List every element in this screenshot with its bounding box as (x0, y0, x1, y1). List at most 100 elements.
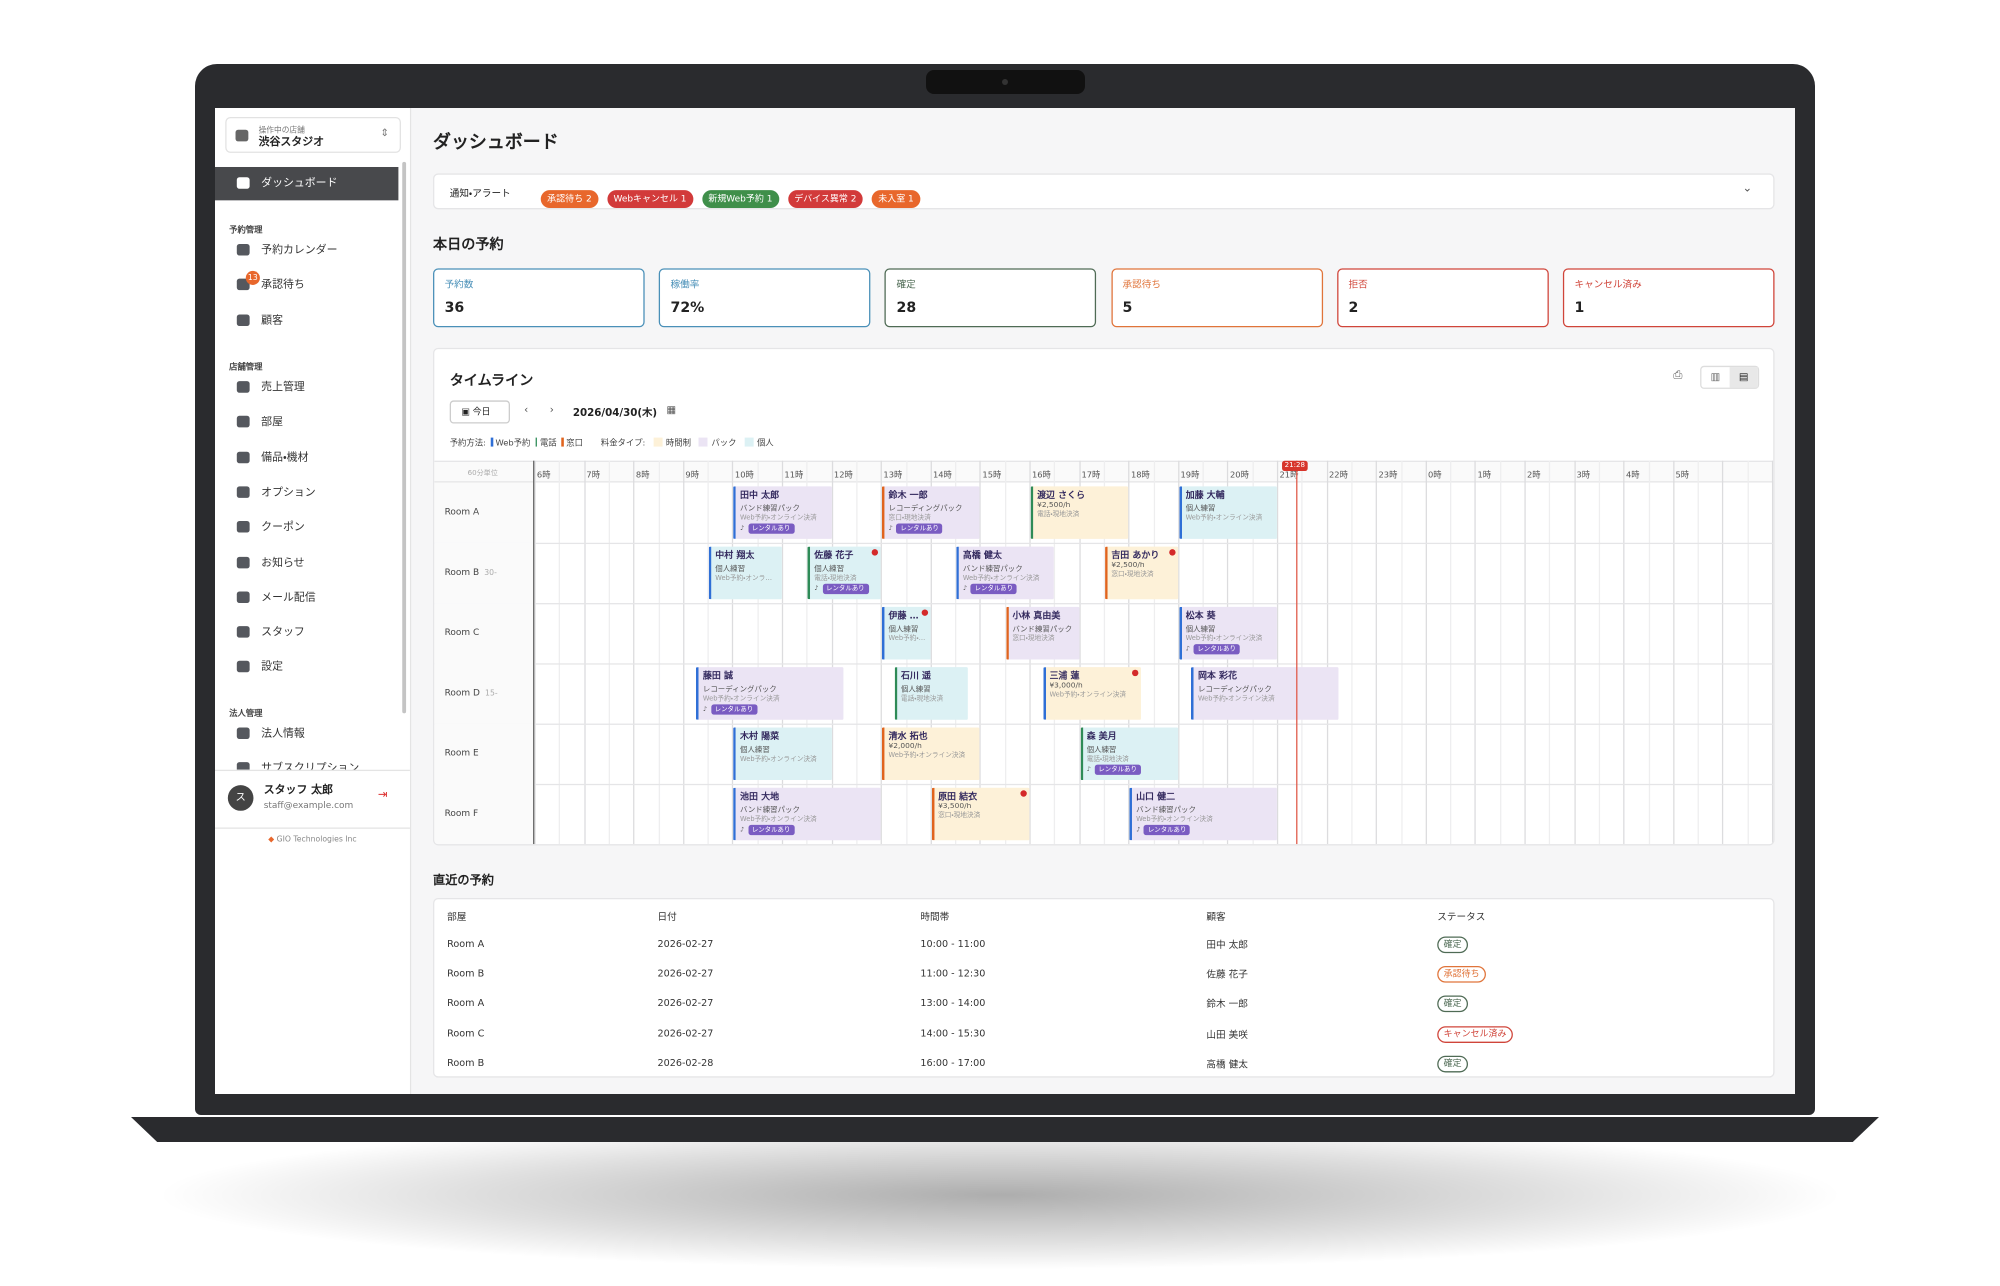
grid-line (1301, 460, 1303, 845)
nav-item[interactable]: 予約カレンダー (215, 236, 398, 264)
hour-label: 12時 (833, 469, 853, 480)
nav-list: 予約管理 予約カレンダー 承認待ち 13 顧客 店舗管理 売上管理 部屋 備品・機材 オプションク… (215, 108, 398, 770)
nav-item[interactable]: 法人情報 (215, 720, 398, 748)
nav-item[interactable]: 設定 (215, 654, 398, 682)
nav-active[interactable]: ダッシュボード (215, 166, 399, 201)
row-line (434, 663, 1774, 665)
nav-item[interactable]: お知らせ (215, 549, 398, 577)
booking-type: 個人練習 (1185, 626, 1216, 634)
next-button[interactable]: › (549, 404, 554, 416)
store-selector[interactable]: 操作中の店舗 渋谷スタジオ ⇕ (225, 116, 401, 153)
nav-item[interactable]: メール配信 (215, 584, 398, 612)
grid-line (1499, 460, 1501, 845)
booking[interactable]: 吉田 あかり ¥2,500/h 窓口・現地決済 (1104, 546, 1178, 600)
booking[interactable]: 石川 遥個人練習 電話・現地決済 (894, 667, 968, 720)
stat-card: 稼働率 72% (658, 268, 871, 328)
table-cell: 高橋 健太 (1206, 1058, 1248, 1070)
booking[interactable]: 山口 健二 バンド練習パック Web予約・オンライン決済 ♪ レンタルあり (1129, 787, 1277, 841)
legend-title: 予約方法: (449, 437, 486, 448)
booking[interactable]: 鈴木 一郎 レコーディングパック 窓口・現地決済 ♪ レンタルあり (882, 486, 980, 539)
avatar: ス (227, 785, 254, 811)
booking[interactable]: 木村 陽菜 個人練習 Web予約・オンライン決済 (733, 727, 832, 781)
grid-line (1623, 460, 1625, 845)
mic-icon: ♪ (1086, 765, 1091, 774)
booking-sub: Web予約・オンライン決済 (1185, 635, 1263, 643)
alert-chip[interactable]: Webキャンセル 1 (607, 190, 693, 209)
booking-sub: 窓口・現地決済 (888, 514, 931, 523)
grid-line (757, 460, 759, 845)
rental-row: ♪ レンタルあり (703, 703, 840, 715)
alert-chip[interactable]: 未入室 1 (871, 190, 921, 209)
logout-button[interactable]: ⇥ (377, 789, 388, 802)
booking[interactable]: 田中 太郎 バンド練習パック Web予約・オンライン決済 ♪ レンタルあり (733, 486, 832, 539)
booking-name: 松本 葵 (1185, 610, 1216, 621)
nav-item[interactable]: サブスクリプション (215, 755, 398, 770)
booking[interactable]: 三浦 蓮 ¥3,000/h Web予約・オンライン決済 (1043, 667, 1141, 720)
list-view[interactable]: ▤ (1729, 367, 1758, 388)
booking[interactable]: 清水 拓也 ¥2,000/h Web予約・オンライン決済 (882, 727, 980, 781)
nav-item[interactable]: 顧客 (215, 306, 398, 334)
chip-text: 承認待ち (547, 193, 584, 205)
stat-value: 1 (1574, 299, 1585, 316)
booking-type: バンド練習パック (1136, 806, 1196, 815)
alerts-label: 通知・アラート (449, 187, 511, 200)
mic-icon: ♪ (740, 524, 745, 533)
column-view[interactable]: ▥ (1710, 370, 1721, 383)
nav-item[interactable]: オプション (215, 479, 398, 507)
user-email: staff@example.com (263, 800, 354, 811)
alert-chip[interactable]: デバイス異常 2 (787, 190, 863, 209)
booking[interactable]: 原田 結衣 ¥3,500/h 窓口・現地決済 (931, 787, 1030, 841)
laptop-shadow (150, 1120, 1850, 1270)
nav-item[interactable]: 備品・機材 (215, 443, 398, 471)
stat-label: 確定 (896, 278, 916, 291)
legend: 予約方法: Web予約 電話 窓口 料金タイプ: 時間制 パック 個人 (450, 435, 774, 448)
nav-label: クーポン (261, 521, 305, 535)
booking[interactable]: 池田 大地 バンド練習パック Web予約・オンライン決済 ♪ レンタルあり (733, 787, 881, 841)
nav-item[interactable]: 承認待ち 13 (215, 271, 398, 299)
expand-button[interactable]: ⌄ (1742, 182, 1753, 196)
room-label: Room A (434, 482, 534, 543)
booking[interactable]: 森 美月 個人練習 電話・現地決済 ♪ レンタルあり (1080, 727, 1178, 781)
grid-line (1276, 460, 1279, 845)
mic-icon: ♪ (740, 826, 745, 834)
prev-button[interactable]: ‹ (524, 404, 529, 416)
hour-label: 18時 (1130, 469, 1150, 480)
booking[interactable]: 渡辺 さくら ¥2,500/h 電話・現地決済 (1030, 486, 1129, 539)
date-picker[interactable]: ▦ (666, 404, 677, 416)
today-button[interactable]: ▣ 今日 (449, 400, 510, 424)
booking[interactable]: 高橋 健太 バンド練習パック Web予約・オンライン決済 ♪ レンタルあり (956, 546, 1055, 600)
nav-item[interactable]: 部屋 (215, 408, 398, 436)
booking[interactable]: 松本 葵個人練習 Web予約・オンライン決済 ♪ レンタルあり (1179, 606, 1277, 660)
nav-item[interactable]: 売上管理 (215, 373, 398, 401)
nav-item[interactable]: クーポン (215, 514, 398, 542)
nav-item[interactable]: スタッフ (215, 619, 398, 647)
booking[interactable]: 小林 真由美 バンド練習パック 窓口・現地決済 (1005, 606, 1079, 660)
print-button[interactable]: ⎙ (1673, 369, 1683, 383)
booking-sub: Web予約・オンライン決済 (740, 514, 817, 523)
stat-card: 承認待ち 5 (1110, 268, 1323, 328)
booking[interactable]: 佐藤 花子 個人練習 電話・現地決済 ♪ レンタルあり (807, 546, 881, 600)
booking-type: 個人練習 (814, 565, 845, 574)
alert-chip[interactable]: 承認待ち 2 (540, 190, 599, 209)
room-label: Room C (434, 603, 534, 664)
grid-line (707, 460, 709, 845)
booking-sub: 電話・現地決済 (1037, 510, 1080, 519)
hour-label: 11時 (784, 469, 804, 480)
unit-label: 60分単位 (467, 469, 498, 478)
room-note: 30- (484, 568, 497, 578)
booking[interactable]: 加藤 大輔 個人練習 Web予約・オンライン決済 (1179, 486, 1277, 539)
booking-type: 個人練習 (900, 686, 931, 695)
room-name: Room B (444, 567, 480, 578)
booking[interactable]: 藤田 誠レコーディングパック Web予約・オンライン決済 ♪ レンタルあり (696, 667, 844, 720)
alert-chip[interactable]: 新規Web予約 1 (701, 190, 779, 209)
nav-label: ダッシュボード (261, 177, 338, 191)
table-cell: 11:00 - 12:30 (920, 967, 986, 980)
booking[interactable]: 岡本 彩花 レコーディングパック Web予約・オンライン決済 (1191, 667, 1339, 720)
booking-type: バンド練習パック (740, 505, 800, 514)
hour-label: 10時 (734, 469, 754, 480)
nav-icon (236, 486, 250, 498)
legend-label: 窓口 (566, 437, 583, 448)
